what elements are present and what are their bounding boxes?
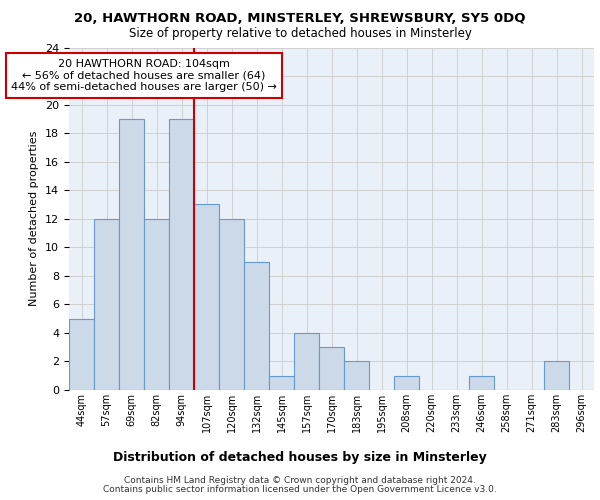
Y-axis label: Number of detached properties: Number of detached properties: [29, 131, 40, 306]
Bar: [219, 219, 244, 390]
Bar: [194, 204, 219, 390]
Text: 20 HAWTHORN ROAD: 104sqm
← 56% of detached houses are smaller (64)
44% of semi-d: 20 HAWTHORN ROAD: 104sqm ← 56% of detach…: [11, 59, 277, 92]
Text: Contains HM Land Registry data © Crown copyright and database right 2024.: Contains HM Land Registry data © Crown c…: [124, 476, 476, 485]
Bar: [69, 318, 94, 390]
Bar: [469, 376, 494, 390]
Bar: [294, 333, 319, 390]
Bar: [94, 219, 119, 390]
Bar: [394, 376, 419, 390]
Bar: [244, 262, 269, 390]
Bar: [269, 376, 294, 390]
Bar: [169, 119, 194, 390]
Bar: [144, 219, 169, 390]
Text: Distribution of detached houses by size in Minsterley: Distribution of detached houses by size …: [113, 451, 487, 464]
Bar: [544, 362, 569, 390]
Bar: [344, 362, 369, 390]
Bar: [119, 119, 144, 390]
Text: 20, HAWTHORN ROAD, MINSTERLEY, SHREWSBURY, SY5 0DQ: 20, HAWTHORN ROAD, MINSTERLEY, SHREWSBUR…: [74, 12, 526, 26]
Bar: [319, 347, 344, 390]
Text: Contains public sector information licensed under the Open Government Licence v3: Contains public sector information licen…: [103, 485, 497, 494]
Text: Size of property relative to detached houses in Minsterley: Size of property relative to detached ho…: [128, 28, 472, 40]
